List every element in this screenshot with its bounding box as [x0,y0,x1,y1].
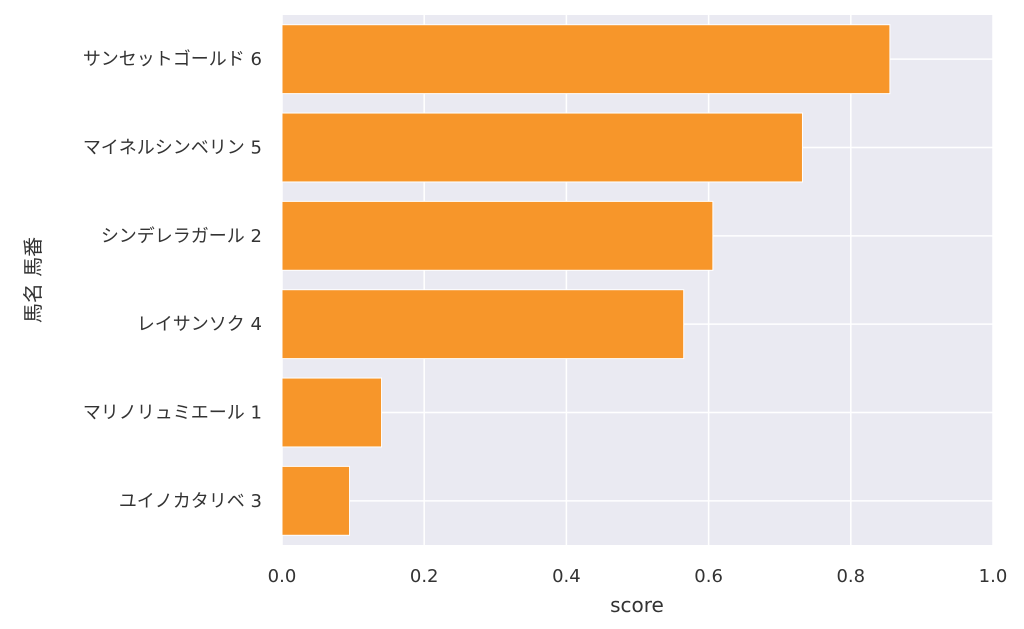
bars [281,24,891,536]
x-tick-label: 0.2 [410,566,439,587]
plot-area [282,15,993,545]
x-axis-label: score [610,593,664,617]
y-tick-label: レイサンソク 4 [137,314,262,335]
y-tick-label: シンデレラガール 2 [101,226,262,247]
x-tick-label: 0.8 [836,566,865,587]
y-tick-label: マリノリュミエール 1 [83,403,262,424]
y-tick-label: ユイノカタリベ 3 [119,491,262,512]
bar [281,200,714,271]
bar [281,112,803,183]
y-tick-label: マイネルシンベリン 5 [83,138,262,159]
x-tick-label: 0.6 [694,566,723,587]
x-tick-labels: 0.0 0.2 0.4 0.6 0.8 1.0 [268,566,1008,587]
x-tick-label: 0.4 [552,566,581,587]
bar [281,24,891,95]
y-axis-label: 馬名 馬番 [21,237,45,323]
x-tick-label: 0.0 [268,566,297,587]
bar [281,377,383,448]
y-tick-labels: サンセットゴールド 6 マイネルシンベリン 5 シンデレラガール 2 レイサンソク 4… [83,49,262,512]
bar [281,289,685,360]
bar [281,465,351,536]
x-tick-label: 1.0 [979,566,1008,587]
y-tick-label: サンセットゴールド 6 [83,49,262,70]
